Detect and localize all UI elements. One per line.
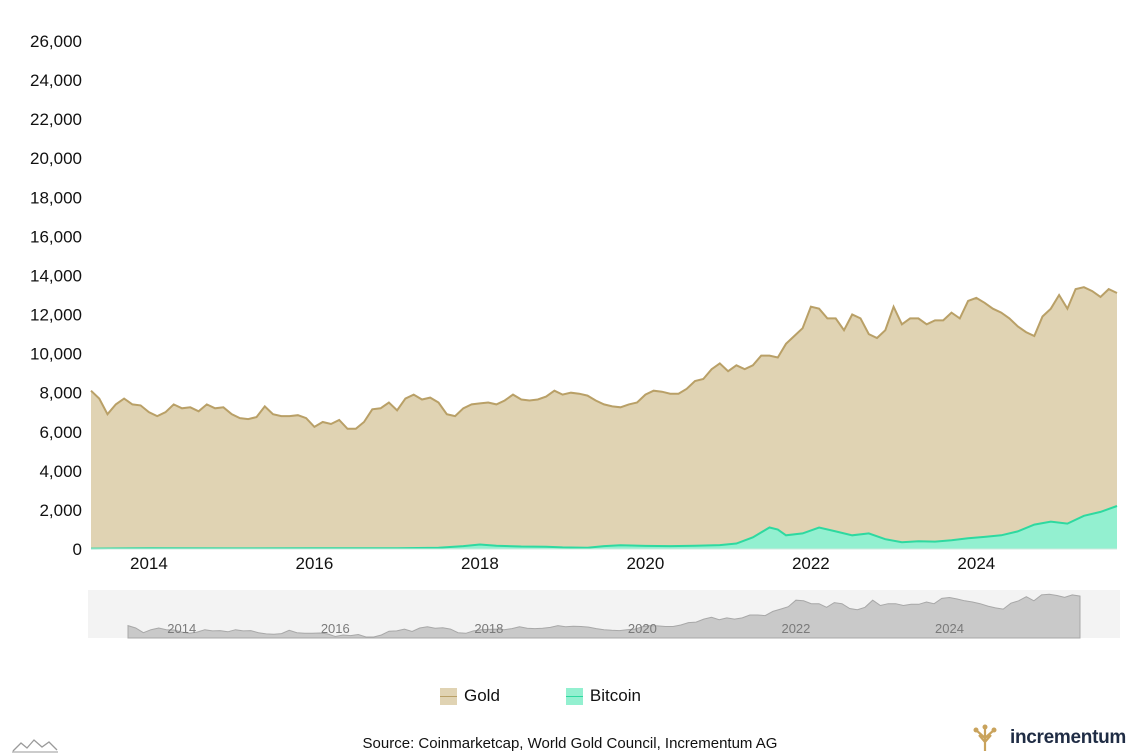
y-tick-label: 0 — [73, 540, 82, 559]
y-tick-label: 22,000 — [30, 110, 82, 129]
y-axis: 0 2,000 4,000 6,000 8,000 10,000 12,000 14,000 1… — [30, 32, 82, 559]
legend-swatch-gold — [440, 687, 457, 705]
legend-label-bitcoin: Bitcoin — [589, 686, 641, 705]
navigator-tick-label: 2014 — [167, 621, 196, 636]
range-navigator[interactable]: 2014 2016 2018 2020 2022 2024 — [88, 590, 1120, 639]
x-tick-label: 2016 — [295, 554, 333, 573]
y-tick-label: 4,000 — [39, 462, 82, 481]
legend: Gold Bitcoin — [440, 686, 641, 706]
navigator-tick-label: 2016 — [321, 621, 350, 636]
y-tick-label: 26,000 — [30, 32, 82, 51]
brand-name: incrementum — [1010, 727, 1127, 748]
legend-swatch-bitcoin — [565, 687, 583, 705]
navigator-area — [127, 593, 1081, 639]
tree-logo-icon — [970, 724, 1000, 752]
x-tick-label: 2024 — [957, 554, 995, 573]
y-tick-label: 24,000 — [30, 71, 82, 90]
series-line-bitcoin — [90, 505, 1118, 550]
series-line-gold — [90, 286, 1118, 430]
y-tick-label: 16,000 — [30, 227, 82, 246]
navigator-tick-label: 2022 — [781, 621, 810, 636]
navigator-tick-label: 2018 — [474, 621, 503, 636]
y-tick-label: 12,000 — [30, 306, 82, 325]
y-tick-label: 14,000 — [30, 266, 82, 285]
x-tick-label: 2022 — [792, 554, 830, 573]
y-tick-label: 2,000 — [39, 501, 82, 520]
navigator-tick-label: 2024 — [935, 621, 964, 636]
x-tick-label: 2014 — [130, 554, 168, 573]
x-tick-label: 2018 — [461, 554, 499, 573]
navigator-tick-label: 2020 — [628, 621, 657, 636]
y-tick-label: 8,000 — [39, 384, 82, 403]
source-note: Source: Coinmarketcap, World Gold Counci… — [362, 735, 778, 752]
x-tick-label: 2020 — [626, 554, 664, 573]
series-area-gold[interactable] — [91, 287, 1117, 549]
mini-chart-icon — [12, 739, 58, 753]
legend-label-gold: Gold — [464, 686, 500, 705]
navigator-labels: 2014 2016 2018 2020 2022 2024 — [167, 621, 964, 636]
y-tick-label: 20,000 — [30, 149, 82, 168]
y-tick-label: 6,000 — [39, 423, 82, 442]
x-axis: 2014 2016 2018 2020 2022 2024 — [130, 554, 995, 573]
y-tick-label: 10,000 — [30, 345, 82, 364]
legend-item-gold[interactable]: Gold — [440, 686, 500, 706]
legend-item-bitcoin[interactable]: Bitcoin — [565, 686, 641, 706]
series-area-bitcoin[interactable] — [91, 506, 1117, 549]
incrementum-logo: incrementum — [970, 724, 1126, 752]
y-tick-label: 18,000 — [30, 188, 82, 207]
series-layer — [90, 286, 1118, 550]
